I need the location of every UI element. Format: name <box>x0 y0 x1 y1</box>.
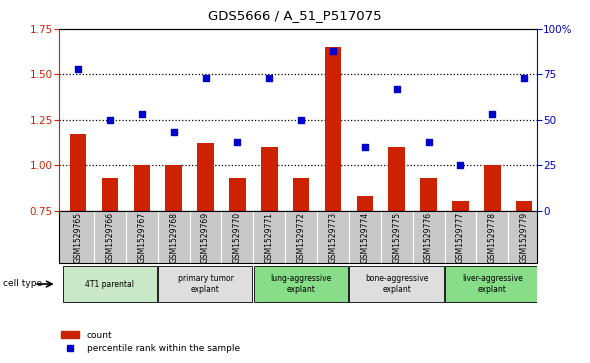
Text: GSM1529769: GSM1529769 <box>201 212 210 263</box>
Bar <box>516 201 532 347</box>
Text: GSM1529779: GSM1529779 <box>520 212 529 263</box>
Text: GSM1529766: GSM1529766 <box>106 212 114 263</box>
Text: GSM1529776: GSM1529776 <box>424 212 433 263</box>
Text: GSM1529765: GSM1529765 <box>74 212 83 263</box>
Bar <box>101 178 118 347</box>
Point <box>73 66 83 72</box>
Bar <box>452 201 468 347</box>
Point <box>455 162 465 168</box>
Bar <box>63 266 157 302</box>
Point <box>105 117 114 123</box>
Bar <box>356 196 373 347</box>
Bar <box>165 165 182 347</box>
Text: bone-aggressive
explant: bone-aggressive explant <box>365 274 428 294</box>
Bar <box>293 178 309 347</box>
Text: GSM1529771: GSM1529771 <box>265 212 274 263</box>
Text: GSM1529775: GSM1529775 <box>392 212 401 263</box>
Bar <box>388 147 405 347</box>
Text: GSM1529767: GSM1529767 <box>137 212 146 263</box>
Text: GSM1529777: GSM1529777 <box>456 212 465 263</box>
Bar <box>158 266 253 302</box>
Point <box>264 75 274 81</box>
Bar <box>324 47 341 347</box>
Bar <box>261 147 277 347</box>
Point <box>392 86 401 92</box>
Text: GSM1529773: GSM1529773 <box>329 212 337 263</box>
Bar <box>197 143 214 347</box>
Text: GDS5666 / A_51_P517075: GDS5666 / A_51_P517075 <box>208 9 382 22</box>
Bar <box>70 134 86 347</box>
Point <box>201 75 210 81</box>
Legend: count, percentile rank within the sample: count, percentile rank within the sample <box>58 327 243 357</box>
Point <box>169 130 178 135</box>
Bar <box>349 266 444 302</box>
Bar <box>420 178 437 347</box>
Text: 4T1 parental: 4T1 parental <box>86 280 135 289</box>
Point <box>360 144 369 150</box>
Bar <box>229 178 245 347</box>
Text: liver-aggressive
explant: liver-aggressive explant <box>462 274 523 294</box>
Text: GSM1529774: GSM1529774 <box>360 212 369 263</box>
Bar <box>445 266 539 302</box>
Point <box>232 139 242 144</box>
Text: cell type: cell type <box>3 280 42 288</box>
Point <box>328 48 337 54</box>
Text: GSM1529778: GSM1529778 <box>488 212 497 263</box>
Point <box>137 111 146 117</box>
Point <box>296 117 306 123</box>
Text: GSM1529768: GSM1529768 <box>169 212 178 263</box>
Point <box>487 111 497 117</box>
Point <box>424 139 433 144</box>
Text: lung-aggressive
explant: lung-aggressive explant <box>270 274 332 294</box>
Point <box>519 75 529 81</box>
Text: GSM1529770: GSM1529770 <box>233 212 242 263</box>
Text: GSM1529772: GSM1529772 <box>297 212 306 263</box>
Bar <box>484 165 500 347</box>
Bar <box>254 266 348 302</box>
Text: primary tumor
explant: primary tumor explant <box>178 274 234 294</box>
Bar <box>133 165 150 347</box>
